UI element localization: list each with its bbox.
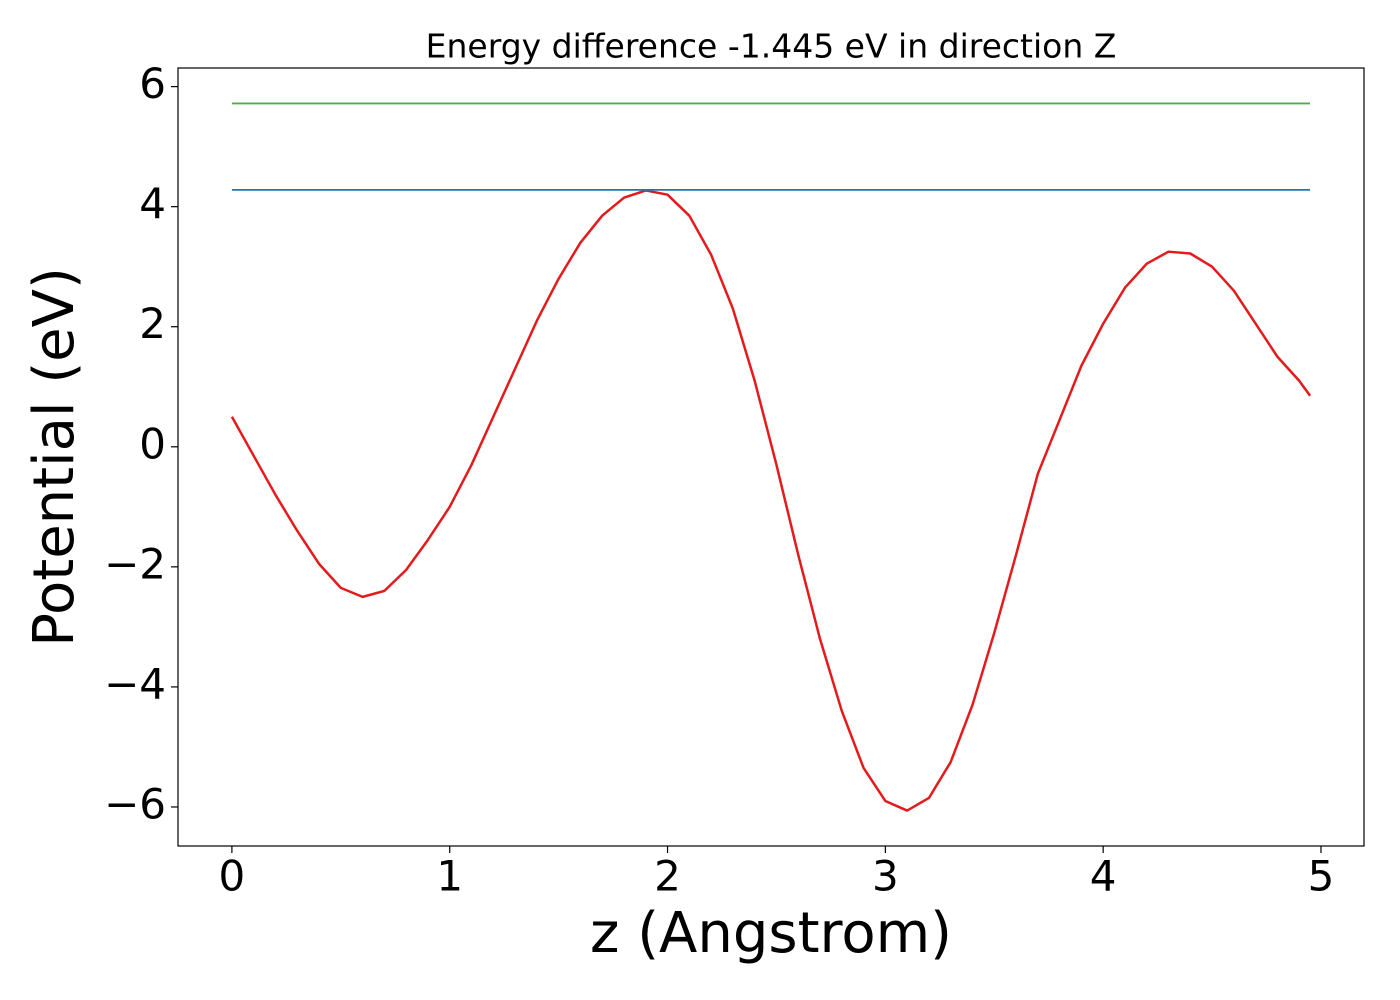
x-tick-label: 1: [436, 852, 463, 901]
y-tick-label: 4: [139, 179, 166, 228]
y-tick-label: 2: [139, 299, 166, 348]
x-tick-label: 0: [219, 852, 246, 901]
plot-frame: [177, 67, 1365, 847]
series-line: [230, 189, 1312, 812]
x-tick-label: 2: [654, 852, 681, 901]
x-tick-label: 3: [872, 852, 899, 901]
y-tick-label: −6: [104, 779, 166, 828]
y-tick-label: −4: [104, 659, 166, 708]
y-axis-label: Potential (eV): [22, 267, 87, 647]
y-tick-label: 0: [139, 419, 166, 468]
x-axis-label: z (Angstrom): [590, 901, 952, 966]
x-tick-label: 4: [1090, 852, 1117, 901]
y-tick-label: −2: [104, 539, 166, 588]
chart-title: Energy difference -1.445 eV in direction…: [426, 27, 1117, 66]
y-tick-label: 6: [139, 59, 166, 108]
x-tick-label: 5: [1308, 852, 1335, 901]
